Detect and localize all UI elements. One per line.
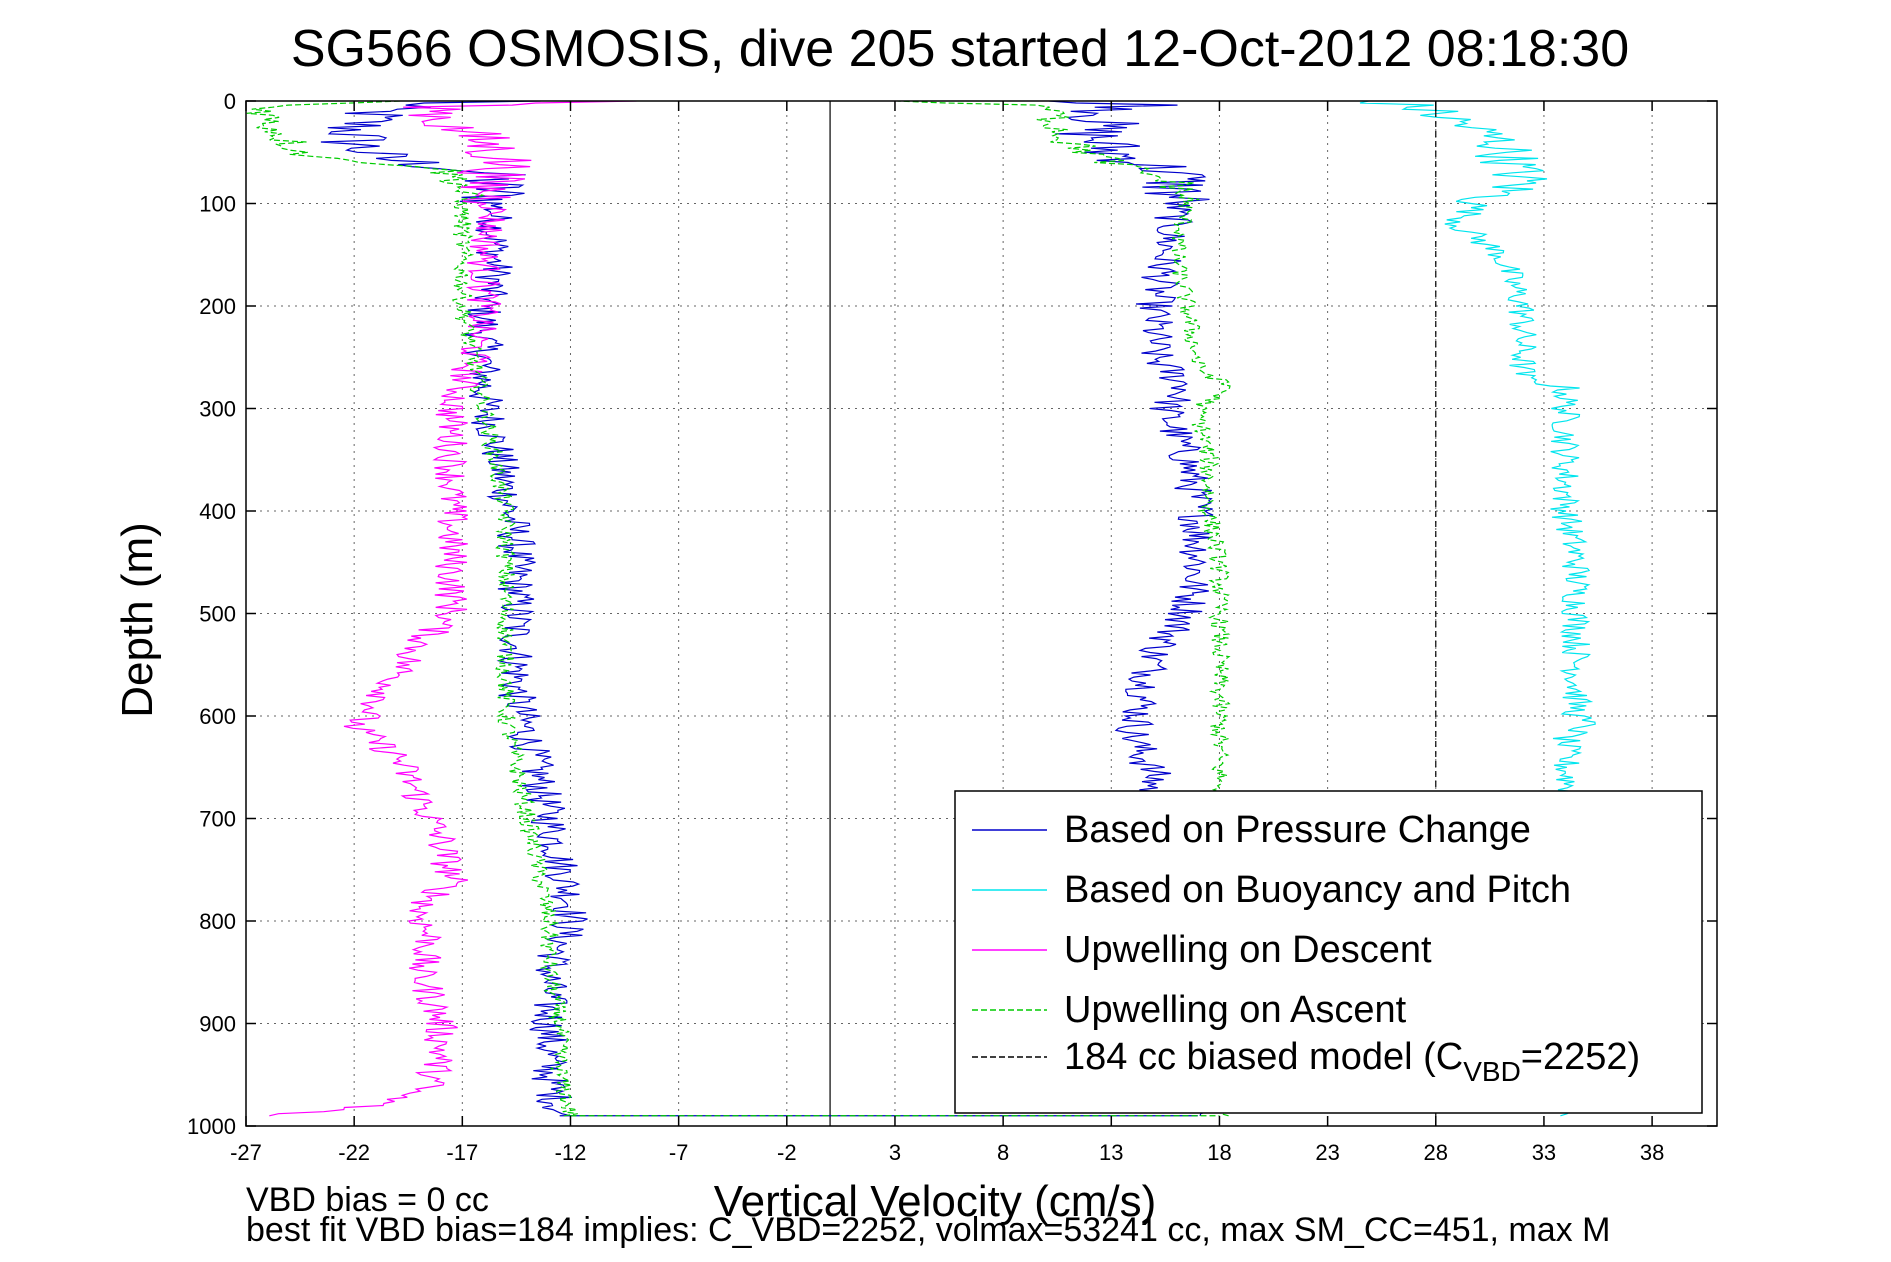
x-tick-label: 28 xyxy=(1424,1140,1448,1165)
x-tick-label: 13 xyxy=(1099,1140,1123,1165)
legend-label-subscript: VBD xyxy=(1463,1056,1521,1087)
x-tick-label: 18 xyxy=(1207,1140,1231,1165)
x-tick-label: -2 xyxy=(777,1140,797,1165)
series-layer xyxy=(246,101,1596,1126)
x-tick-label: 23 xyxy=(1315,1140,1339,1165)
series-traces xyxy=(246,101,1596,1126)
legend-label-suffix: =2252) xyxy=(1521,1036,1640,1078)
legend-label-2: Upwelling on Descent xyxy=(1064,929,1432,971)
legend-label-0: Based on Pressure Change xyxy=(1064,809,1531,851)
legend-label-1: Based on Buoyancy and Pitch xyxy=(1064,869,1571,911)
x-tick-label: 33 xyxy=(1532,1140,1556,1165)
x-tick-label: 3 xyxy=(889,1140,901,1165)
x-tick-label: 38 xyxy=(1640,1140,1664,1165)
y-tick-label: 400 xyxy=(199,499,236,524)
x-tick-label: -17 xyxy=(446,1140,478,1165)
series-2-descent-line xyxy=(269,101,637,1117)
footnote-vbd-bias: VBD bias = 0 cc xyxy=(246,1181,489,1219)
y-tick-label: 100 xyxy=(199,192,236,217)
y-tick-label: 200 xyxy=(199,294,236,319)
y-tick-label: 700 xyxy=(199,807,236,832)
y-axis-label: Depth (m) xyxy=(113,522,162,718)
y-tick-label: 800 xyxy=(199,909,236,934)
series-3-descent-line xyxy=(246,101,578,1117)
legend-label-3: Upwelling on Ascent xyxy=(1064,989,1407,1031)
x-tick-label: -27 xyxy=(230,1140,262,1165)
y-tick-label: 500 xyxy=(199,602,236,627)
x-tick-label: 8 xyxy=(997,1140,1009,1165)
y-tick-label: 0 xyxy=(224,89,236,114)
y-tick-label: 600 xyxy=(199,704,236,729)
y-tick-label: 300 xyxy=(199,397,236,422)
footnote-best-fit: best fit VBD bias=184 implies: C_VBD=225… xyxy=(246,1211,1611,1249)
x-tick-label: -22 xyxy=(338,1140,370,1165)
x-axis-label: Vertical Velocity (cm/s) xyxy=(714,1177,1157,1226)
legend-box xyxy=(954,790,1703,1114)
chart-title: SG566 OSMOSIS, dive 205 started 12-Oct-2… xyxy=(291,20,1629,78)
legend: Based on Pressure Change Based on Buoyanc… xyxy=(954,790,1703,1114)
x-axis-ticks: -27 -22 -17 -12 -7 -2 3 8 13 18 23 28 33 38 xyxy=(230,101,1664,1165)
x-tick-label: -12 xyxy=(555,1140,587,1165)
y-axis-ticks: 0 100 200 300 400 500 600 700 800 900 1000 xyxy=(187,89,1717,1139)
y-tick-label: 900 xyxy=(199,1012,236,1037)
y-tick-label: 1000 xyxy=(187,1114,236,1139)
x-tick-label: -7 xyxy=(669,1140,689,1165)
